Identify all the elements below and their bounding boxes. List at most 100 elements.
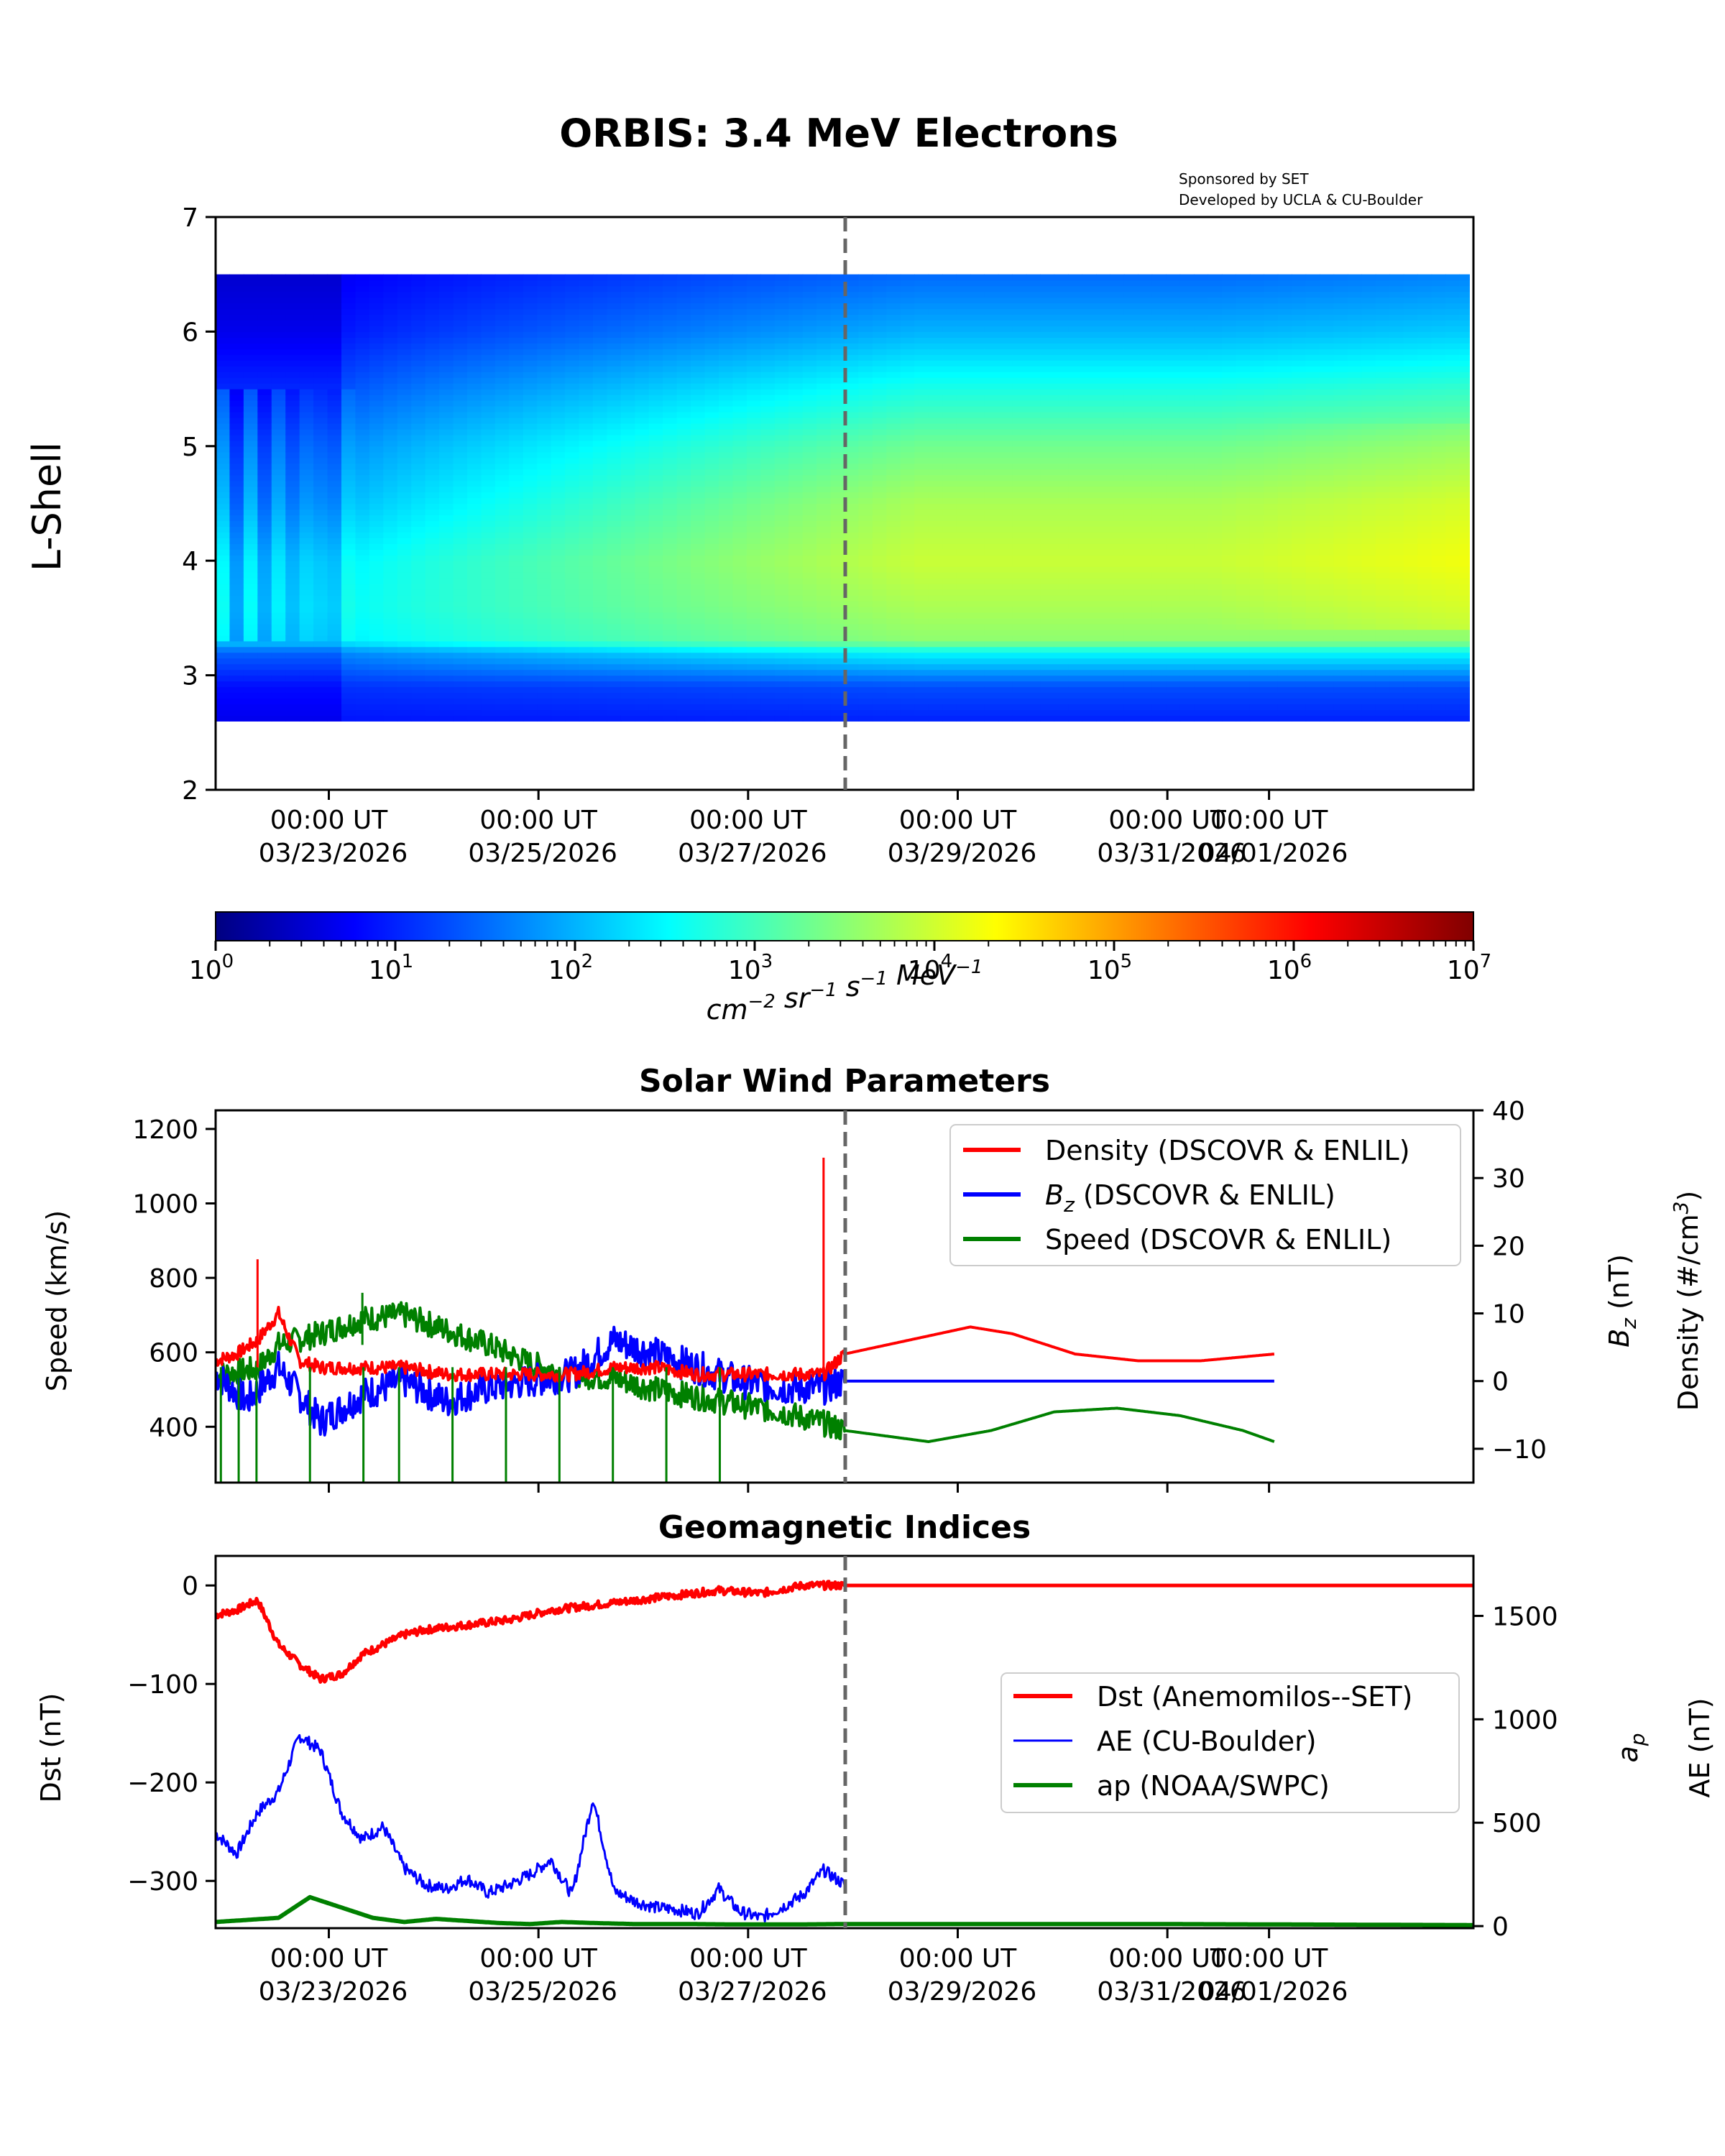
heatmap-cell bbox=[439, 572, 454, 579]
heatmap-cell bbox=[914, 285, 929, 292]
heatmap-cell bbox=[453, 715, 468, 722]
heatmap-cell bbox=[1054, 280, 1069, 287]
heatmap-cell bbox=[593, 446, 608, 453]
heatmap-cell bbox=[369, 635, 384, 642]
heatmap-cell bbox=[271, 326, 286, 332]
heatmap-cell bbox=[845, 434, 860, 441]
heatmap-cell bbox=[439, 366, 454, 372]
heatmap-cell bbox=[845, 451, 860, 459]
heatmap-cell bbox=[648, 457, 663, 464]
heatmap-cell bbox=[313, 612, 328, 619]
heatmap-cell bbox=[425, 606, 440, 613]
heatmap-cell bbox=[760, 349, 776, 355]
heatmap-cell bbox=[816, 578, 832, 584]
heatmap-cell bbox=[788, 646, 804, 653]
heatmap-cell bbox=[593, 692, 608, 699]
heatmap-cell bbox=[886, 543, 901, 550]
heatmap-cell bbox=[216, 280, 231, 287]
heatmap-cell bbox=[425, 285, 440, 292]
heatmap-cell bbox=[648, 675, 663, 682]
heatmap-cell bbox=[635, 658, 650, 665]
heatmap-cell bbox=[397, 515, 412, 522]
heatmap-cell bbox=[425, 343, 440, 349]
heatmap-cell bbox=[285, 555, 300, 561]
heatmap-cell bbox=[704, 337, 719, 344]
heatmap-cell bbox=[802, 561, 817, 567]
heatmap-cell bbox=[900, 640, 915, 648]
heatmap-cell bbox=[802, 406, 817, 413]
heatmap-cell bbox=[914, 469, 929, 476]
heatmap-cell bbox=[830, 360, 845, 367]
heatmap-cell bbox=[481, 446, 496, 453]
heatmap-cell bbox=[635, 578, 650, 584]
heatmap-cell bbox=[1026, 543, 1041, 550]
heatmap-cell bbox=[257, 584, 272, 590]
heatmap-cell bbox=[676, 561, 691, 567]
heatmap-cell bbox=[607, 503, 622, 510]
heatmap-cell bbox=[243, 589, 258, 596]
heatmap-cell bbox=[327, 349, 342, 355]
heatmap-cell bbox=[579, 600, 594, 607]
heatmap-cell bbox=[648, 337, 663, 344]
heatmap-cell bbox=[467, 446, 482, 453]
heatmap-cell bbox=[802, 715, 817, 722]
heatmap-cell bbox=[523, 480, 538, 487]
heatmap-cell bbox=[453, 308, 468, 315]
heatmap-cell bbox=[299, 291, 314, 298]
heatmap-cell bbox=[886, 709, 901, 716]
heatmap-cell bbox=[537, 549, 552, 556]
heatmap-cell bbox=[970, 291, 985, 298]
heatmap-cell bbox=[439, 389, 454, 395]
heatmap-cell bbox=[1040, 411, 1055, 418]
heatmap-cell bbox=[453, 366, 468, 372]
heatmap-cell bbox=[984, 314, 999, 321]
heatmap-cell bbox=[886, 469, 901, 476]
heatmap-cell bbox=[1096, 646, 1111, 653]
heatmap-cell bbox=[523, 326, 538, 332]
heatmap-cell bbox=[397, 492, 412, 499]
heatmap-cell bbox=[691, 692, 706, 699]
heatmap-cell bbox=[620, 520, 635, 527]
heatmap-cell bbox=[872, 606, 887, 613]
heatmap-cell bbox=[285, 543, 300, 550]
heatmap-cell bbox=[676, 428, 691, 436]
heatmap-cell bbox=[383, 280, 398, 287]
heatmap-cell bbox=[425, 520, 440, 527]
heatmap-cell bbox=[942, 635, 957, 642]
heatmap-cell bbox=[439, 343, 454, 349]
heatmap-cell bbox=[369, 692, 384, 699]
heatmap-cell bbox=[271, 440, 286, 447]
heatmap-cell bbox=[1096, 400, 1111, 407]
heatmap-cell bbox=[327, 635, 342, 642]
heatmap-cell bbox=[845, 578, 860, 584]
heatmap-cell bbox=[1026, 629, 1041, 636]
heatmap-cell bbox=[816, 566, 832, 573]
heatmap-cell bbox=[523, 617, 538, 625]
heatmap-cell bbox=[411, 343, 426, 349]
heatmap-cell bbox=[355, 486, 370, 493]
heatmap-cell bbox=[648, 526, 663, 533]
heatmap-cell bbox=[341, 400, 356, 407]
heatmap-cell bbox=[998, 314, 1013, 321]
heatmap-cell bbox=[760, 692, 776, 699]
heatmap-cell bbox=[998, 326, 1013, 332]
heatmap-cell bbox=[593, 400, 608, 407]
heatmap-cell bbox=[579, 406, 594, 413]
heatmap-cell bbox=[565, 446, 580, 453]
heatmap-cell bbox=[327, 389, 342, 395]
heatmap-cell bbox=[886, 663, 901, 671]
heatmap-cell bbox=[397, 326, 412, 332]
heatmap-cell bbox=[788, 715, 804, 722]
heatmap-cell bbox=[341, 463, 356, 470]
heatmap-cell bbox=[1026, 549, 1041, 556]
heatmap-cell bbox=[704, 520, 719, 527]
heatmap-cell bbox=[579, 646, 594, 653]
heatmap-cell bbox=[984, 532, 999, 538]
heatmap-cell bbox=[802, 704, 817, 711]
heatmap-cell bbox=[648, 372, 663, 378]
heatmap-cell bbox=[970, 274, 985, 281]
heatmap-cell bbox=[494, 480, 510, 487]
heatmap-cell bbox=[216, 572, 231, 579]
heatmap-cell bbox=[383, 349, 398, 355]
heatmap-cell bbox=[788, 629, 804, 636]
